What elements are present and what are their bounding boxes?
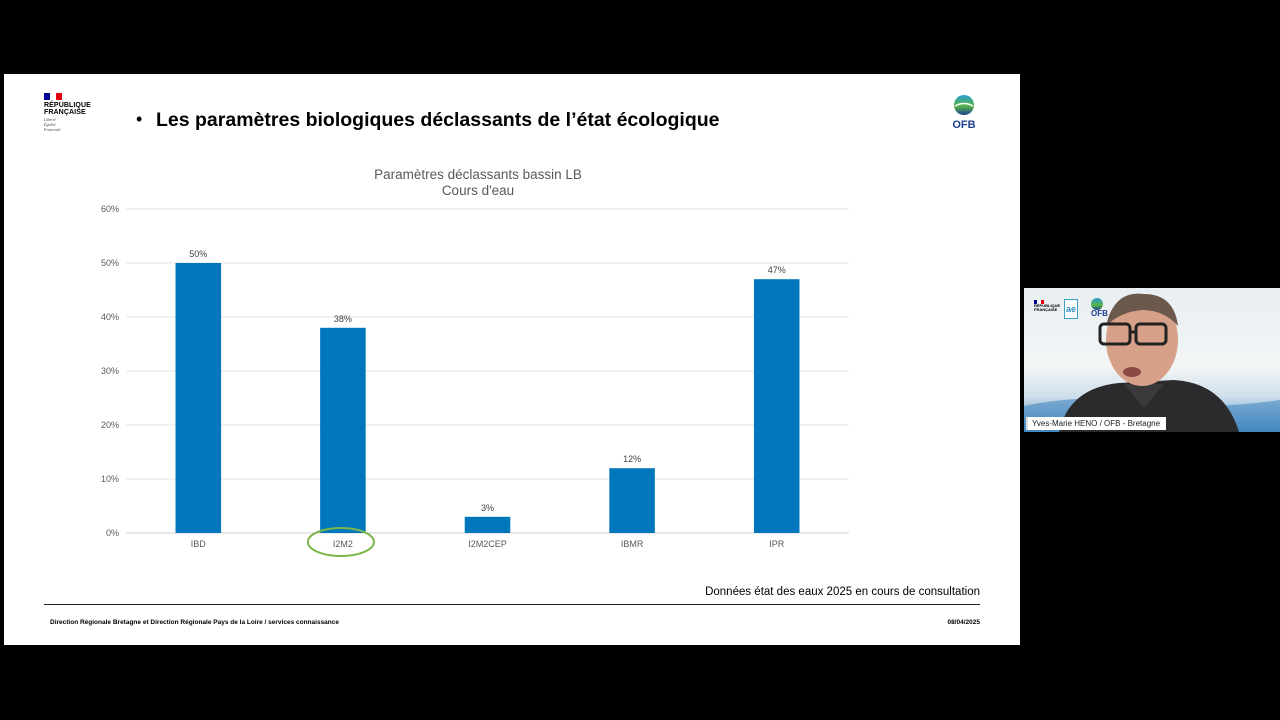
rf-line2: FRANÇAISE — [44, 109, 86, 116]
webcam-ofb-text: OFB — [1091, 309, 1108, 318]
webcam-flag-icon — [1034, 300, 1044, 304]
chart-y-axis: 0% 10% 20% 30% 40% 50% 60% — [101, 204, 119, 538]
ofb-logo-text: OFB — [952, 119, 976, 131]
webcam-video-feed: RÉPUBLIQUE FRANÇAISE ae OFB Yves-Marie H… — [1024, 288, 1280, 432]
rf-motto-2: Égalité — [44, 122, 56, 127]
webcam-rf-line1: RÉPUBLIQUE — [1034, 303, 1061, 308]
webcam-ofb-logo: OFB — [1091, 298, 1108, 318]
speaker-video-icon — [1024, 293, 1280, 432]
footer-organisation: Direction Régionale Bretagne et Directio… — [50, 619, 339, 626]
speaker-name-label: Yves-Marie HENO / OFB - Bretagne — [1026, 417, 1167, 430]
ofb-logo: OFB — [948, 93, 980, 133]
y-tick-label: 40% — [101, 312, 119, 322]
title-bullet: • — [136, 109, 143, 129]
chart-gridlines — [126, 208, 849, 534]
y-tick-label: 30% — [101, 366, 119, 376]
x-tick-label-ipr: IPR — [769, 539, 785, 549]
bar-i2m2cep — [464, 516, 511, 533]
data-label-i2m2cep: 3% — [481, 503, 494, 513]
data-label-i2m2: 38% — [334, 314, 352, 324]
webcam-rf-line2: FRANÇAISE — [1034, 307, 1058, 312]
slide-title: Les paramètres biologiques déclassants d… — [156, 109, 720, 131]
y-tick-label: 0% — [106, 528, 119, 538]
chart-data-labels: 50% 38% 3% 12% 47% — [189, 249, 785, 513]
highlight-circle — [306, 527, 375, 557]
footer-date: 08/04/2025 — [947, 619, 980, 626]
bar-ipr — [753, 279, 800, 533]
data-label-ipr: 47% — [768, 265, 786, 275]
footer-divider — [44, 604, 980, 605]
chart-x-axis: IBD I2M2 I2M2CEP IBMR IPR — [191, 527, 785, 557]
data-label-ibmr: 12% — [623, 454, 641, 464]
y-tick-label: 50% — [101, 258, 119, 268]
x-tick-label-i2m2cep: I2M2CEP — [468, 539, 507, 549]
bar-chart: 0%10%20%30%40%50%60% 50%38%3%12%47% IBD I… — [101, 167, 849, 557]
chart-title: Paramètres déclassants bassin LB — [374, 167, 582, 182]
y-tick-label: 20% — [101, 420, 119, 430]
data-label-ibd: 50% — [189, 249, 207, 259]
webcam-ae-logo: ae — [1064, 299, 1078, 319]
source-note: Données état des eaux 2025 en cours de c… — [705, 586, 980, 598]
bar-ibmr — [609, 468, 655, 533]
bar-ibd — [175, 263, 222, 533]
republique-francaise-logo: RÉPUBLIQUE FRANÇAISE Liberté Égalité Fra… — [44, 93, 104, 135]
rf-line1: RÉPUBLIQUE — [44, 102, 91, 109]
rf-motto-3: Fraternité — [44, 127, 61, 132]
webcam-ofb-globe-icon — [1091, 298, 1103, 310]
bar-i2m2 — [320, 327, 366, 533]
x-tick-label-ibd: IBD — [191, 539, 207, 549]
y-tick-label: 60% — [101, 204, 119, 214]
x-tick-label-i2m2: I2M2 — [333, 539, 353, 549]
y-tick-label: 10% — [101, 474, 119, 484]
presentation-slide: RÉPUBLIQUE FRANÇAISE Liberté Égalité Fra… — [4, 74, 1020, 645]
rf-motto-1: Liberté — [44, 117, 56, 122]
chart-subtitle: Cours d'eau — [442, 183, 514, 198]
chart-bars — [175, 263, 800, 533]
ofb-globe-icon — [954, 95, 974, 115]
french-flag-icon — [44, 93, 62, 100]
webcam-rf-logo: RÉPUBLIQUE FRANÇAISE — [1034, 300, 1060, 312]
x-tick-label-ibmr: IBMR — [621, 539, 644, 549]
